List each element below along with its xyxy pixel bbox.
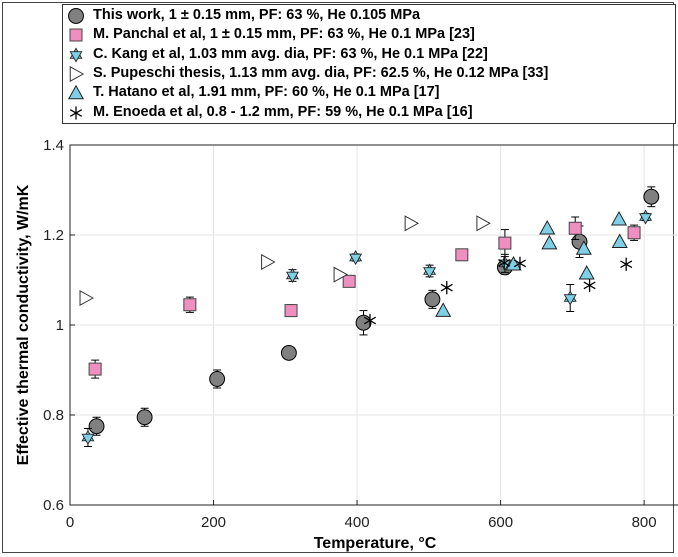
y-tick-label: 0.6 [43,497,64,514]
data-point [563,284,577,312]
series-2 [81,209,653,447]
legend-item: T. Hatano et al, 1.91 mm, PF: 60 %, He 0… [63,83,675,103]
data-point [498,229,512,258]
x-tick-label: 600 [488,514,513,531]
data-point [280,344,297,361]
x-tick-label: 200 [201,514,226,531]
data-point [575,240,592,255]
data-point [423,263,437,279]
legend-item: This work, 1 ± 0.15 mm, PF: 63 %, He 0.1… [63,6,675,26]
data-point [505,256,522,271]
series-4 [435,211,628,317]
data-point [435,302,452,317]
legend-marker-icon [69,65,85,82]
data-point [284,304,298,318]
data-point [81,428,95,447]
legend-item: C. Kang et al, 1.03 mm avg. dia, PF: 63 … [63,45,675,65]
data-point [639,209,653,225]
data-point [476,215,491,232]
data-point [568,216,582,240]
data-point [578,265,595,280]
data-point [183,296,197,313]
series-1 [88,216,641,379]
y-tick-label: 1 [56,317,64,334]
data-point [541,234,558,250]
data-point [627,224,641,241]
data-point [349,249,363,266]
data-point [342,274,356,288]
data-points [79,186,660,447]
legend-label: M. Panchal et al, 1 ± 0.15 mm, PF: 63 %,… [93,26,475,43]
x-tick-label: 400 [345,514,370,531]
data-point [136,407,153,427]
legend-marker-icon [68,8,84,24]
legend-label: T. Hatano et al, 1.91 mm, PF: 60 %, He 0… [93,84,440,101]
data-point [209,369,226,389]
legend-marker-icon [69,47,83,63]
legend-item: M. Enoeda et al, 0.8 - 1.2 mm, PF: 59 %,… [63,103,675,123]
data-point [440,281,453,295]
data-point [620,257,633,271]
data-point [88,359,102,379]
data-point [285,267,299,284]
data-point [363,313,377,328]
data-point [333,266,349,283]
series-3 [79,215,491,307]
legend-marker-icon [69,105,83,120]
x-tick-label: 0 [66,514,74,531]
legend-label: C. Kang et al, 1.03 mm avg. dia, PF: 63 … [93,45,488,62]
legend-marker-icon [69,28,83,42]
legend: This work, 1 ± 0.15 mm, PF: 63 %, He 0.1… [62,4,676,124]
data-point [539,220,556,235]
data-point [583,278,596,292]
data-point [79,289,95,307]
y-tick-label: 1.4 [43,137,64,154]
axis-ticks: 0 200 400 600 800 0.6 0.8 1 1.2 1.4 [43,137,656,531]
data-point [513,256,527,270]
data-point [498,256,511,270]
data-point [611,233,628,249]
legend-label: This work, 1 ± 0.15 mm, PF: 63 %, He 0.1… [93,7,421,23]
legend-item: M. Panchal et al, 1 ± 0.15 mm, PF: 63 %,… [63,25,675,45]
data-point [643,186,660,208]
legend-label: S. Pupeschi thesis, 1.13 mm avg. dia, PF… [93,64,549,81]
y-tick-label: 0.8 [43,407,64,424]
series-5 [363,256,633,328]
legend-marker-icon [67,85,85,100]
legend-item: S. Pupeschi thesis, 1.13 mm avg. dia, PF… [63,64,675,84]
data-point [455,248,469,262]
data-point [424,289,441,309]
legend-label: M. Enoeda et al, 0.8 - 1.2 mm, PF: 59 %,… [93,103,473,120]
data-point [261,253,276,271]
data-point [88,416,105,436]
series-0 [88,186,660,436]
grid-lines [69,144,678,506]
data-point [610,211,628,226]
data-point [404,215,420,232]
y-axis-label: Effective thermal conductivity, W/mK [15,184,32,465]
data-point [355,310,372,336]
x-axis-label: Temperature, °C [314,535,437,552]
y-tick-label: 1.2 [43,227,64,244]
x-tick-label: 800 [632,514,657,531]
